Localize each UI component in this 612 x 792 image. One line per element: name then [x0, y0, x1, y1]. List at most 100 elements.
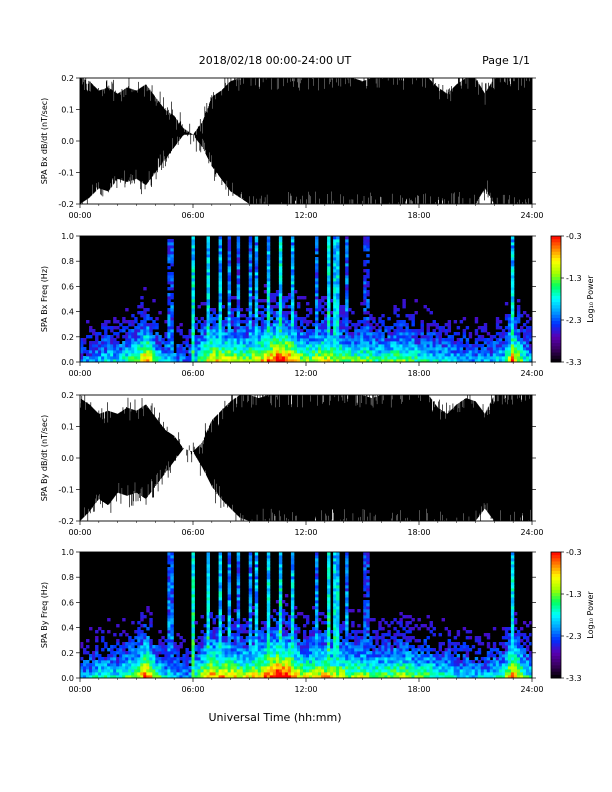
- spectrogram-cell: [414, 669, 418, 673]
- spectrogram-cell: [435, 660, 439, 664]
- spectrogram-cell: [203, 332, 207, 336]
- spectrogram-cell: [333, 561, 337, 565]
- spectrogram-cell: [287, 624, 292, 628]
- spectrogram-cell: [191, 600, 195, 604]
- spectrogram-cell: [125, 353, 129, 357]
- spectrogram-cell: [290, 573, 295, 577]
- spectrogram-cell: [321, 338, 325, 342]
- spectrogram-cell: [218, 606, 223, 610]
- spectrogram-cell: [309, 666, 313, 670]
- spectrogram-cell: [131, 642, 135, 646]
- spectrogram-cell: [140, 353, 144, 357]
- spectrogram-cell: [501, 344, 506, 348]
- spectrogram-cell: [390, 648, 394, 652]
- spectrogram-cell: [302, 636, 307, 640]
- spectrogram-cell: [227, 284, 232, 288]
- spectrogram-cell: [233, 642, 238, 646]
- spectrogram-cell: [233, 609, 238, 613]
- spectrogram-cell: [345, 275, 349, 279]
- spectrogram-cell: [306, 621, 310, 625]
- spectrogram-cell: [423, 347, 427, 351]
- spectrogram-cell: [242, 341, 247, 345]
- spectrogram-cell: [245, 636, 250, 640]
- spectrogram-cell: [513, 326, 518, 330]
- spectrogram-cell: [315, 660, 319, 664]
- spectrogram-cell: [191, 585, 195, 589]
- colorbar-swatch: [551, 280, 561, 284]
- spectrogram-cell: [318, 338, 322, 342]
- spectrogram-cell: [230, 329, 235, 333]
- spectrogram-cell: [287, 648, 292, 652]
- spectrogram-cell: [254, 353, 259, 357]
- spectrogram-cell: [218, 648, 223, 652]
- spectrogram-cell: [354, 636, 358, 640]
- spectrogram-cell: [86, 356, 90, 360]
- spectrogram-cell: [194, 335, 198, 339]
- spectrogram-cell: [453, 341, 458, 345]
- spectrogram-cell: [272, 320, 277, 324]
- spectrogram-cell: [302, 675, 307, 679]
- spectrogram-cell: [333, 296, 337, 300]
- spectrogram-cell: [182, 353, 186, 357]
- spectrogram-cell: [309, 308, 313, 312]
- spectrogram-cell: [197, 305, 201, 309]
- spectrogram-cell: [254, 648, 259, 652]
- spectrogram-cell: [206, 573, 210, 577]
- spectrogram-cell: [86, 672, 90, 676]
- spectrogram-cell: [248, 669, 253, 673]
- spectrogram-cell: [366, 311, 370, 315]
- spectrogram-cell: [435, 675, 439, 679]
- spectrogram-cell: [399, 320, 403, 324]
- spectrogram-cell: [381, 654, 385, 658]
- spectrogram-cell: [221, 669, 226, 673]
- spectrogram-cell: [206, 344, 210, 348]
- spectrogram-cell: [227, 561, 232, 565]
- spectrogram-cell: [293, 654, 298, 658]
- spectrogram-cell: [309, 645, 313, 649]
- spectrogram-cell: [86, 666, 90, 670]
- spectrogram-cell: [423, 666, 427, 670]
- spectrogram-cell: [369, 669, 373, 673]
- spectrogram-cell: [342, 639, 346, 643]
- spectrogram-cell: [336, 558, 340, 562]
- spectrogram-cell: [98, 350, 102, 354]
- spectrogram-cell: [236, 573, 241, 577]
- spectrogram-cell: [354, 651, 358, 655]
- spectrogram-cell: [420, 335, 424, 339]
- spectrogram-cell: [330, 651, 334, 655]
- spectrogram-cell: [236, 236, 241, 240]
- spectrogram-cell: [315, 561, 319, 565]
- spectrogram-cell: [197, 341, 201, 345]
- spectrogram-cell: [158, 359, 162, 363]
- spectrogram-cell: [342, 329, 346, 333]
- spectrogram-cell: [405, 636, 409, 640]
- spectrogram-cell: [116, 350, 120, 354]
- spectrogram-cell: [345, 627, 349, 631]
- spectrogram-cell: [104, 672, 108, 676]
- spectrogram-cell: [495, 320, 500, 324]
- spectrogram-cell: [336, 263, 340, 267]
- spectrogram-cell: [251, 332, 256, 336]
- spectrogram-cell: [155, 344, 159, 348]
- spectrogram-cell: [263, 660, 268, 664]
- spectrogram-cell: [345, 242, 349, 246]
- spectrogram-cell: [525, 350, 530, 354]
- spectrogram-cell: [266, 651, 271, 655]
- spectrogram-cell: [381, 657, 385, 661]
- spectrogram-cell: [275, 660, 280, 664]
- spectrogram-cell: [227, 612, 232, 616]
- spectrogram-cell: [411, 654, 415, 658]
- spectrogram-cell: [296, 350, 301, 354]
- spectrogram-cell: [167, 609, 171, 613]
- spectrogram-cell: [104, 657, 108, 661]
- spectrogram-cell: [260, 305, 265, 309]
- spectrogram-cell: [333, 284, 337, 288]
- spectrogram-cell: [200, 663, 204, 667]
- spectrogram-cell: [447, 335, 452, 339]
- spectrogram-cell: [80, 675, 84, 679]
- spectrogram-cell: [200, 645, 204, 649]
- spectrogram-cell: [131, 356, 135, 360]
- spectrogram-cell: [254, 636, 259, 640]
- spectrogram-cell: [134, 663, 138, 667]
- spectrogram-cell: [363, 603, 367, 607]
